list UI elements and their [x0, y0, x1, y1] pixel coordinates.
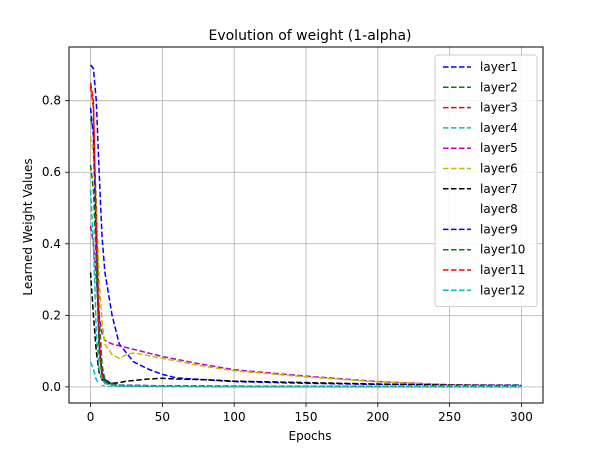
- legend-label-layer5: layer5: [480, 141, 518, 155]
- legend-label-layer7: layer7: [480, 182, 518, 196]
- x-tick-label: 200: [366, 410, 389, 424]
- y-tick-label: 0.4: [42, 237, 61, 251]
- legend-label-layer9: layer9: [480, 222, 518, 236]
- axis-ticks: 0 50 100 150 200 250 300 0.0 0.2 0.4 0.6 0.8: [42, 94, 533, 424]
- legend-label-layer2: layer2: [480, 80, 518, 94]
- legend-label-layer10: layer10: [480, 243, 525, 257]
- y-axis-title: Learned Weight Values: [21, 158, 35, 295]
- x-tick-label: 150: [295, 410, 318, 424]
- series-line-layer12: [89, 190, 522, 388]
- legend-label-layer4: layer4: [480, 121, 518, 135]
- legend-label-layer3: layer3: [480, 101, 518, 115]
- y-tick-label: 0.6: [42, 165, 61, 179]
- x-tick-label: 100: [223, 410, 246, 424]
- legend-label-layer6: layer6: [480, 162, 518, 176]
- x-tick-label: 250: [438, 410, 461, 424]
- x-tick-label: 300: [510, 410, 533, 424]
- series-line-layer1: [89, 64, 522, 386]
- legend-label-layer11: layer11: [480, 263, 525, 277]
- legend-label-layer8: layer8: [480, 202, 518, 216]
- y-tick-label: 0.2: [42, 308, 61, 322]
- legend-label-layer1: layer1: [480, 60, 518, 74]
- legend-box: [434, 54, 538, 308]
- x-tick-label: 0: [87, 410, 95, 424]
- legend-label-layer12: layer12: [480, 283, 525, 297]
- x-tick-label: 50: [155, 410, 170, 424]
- y-tick-label: 0.0: [42, 380, 61, 394]
- series-line-layer8: [90, 379, 522, 387]
- y-tick-label: 0.8: [42, 94, 61, 108]
- series-line-layer5: [89, 225, 522, 387]
- x-axis-title: Epochs: [289, 429, 332, 443]
- series-line-layer6: [89, 136, 522, 387]
- legend: layer1 layer2 layer3 layer4 layer5 layer6 laye…: [434, 54, 538, 308]
- chart-title: Evolution of weight (1-alpha): [208, 28, 411, 44]
- series-line-layer7: [89, 272, 522, 387]
- series-lines: [89, 64, 522, 388]
